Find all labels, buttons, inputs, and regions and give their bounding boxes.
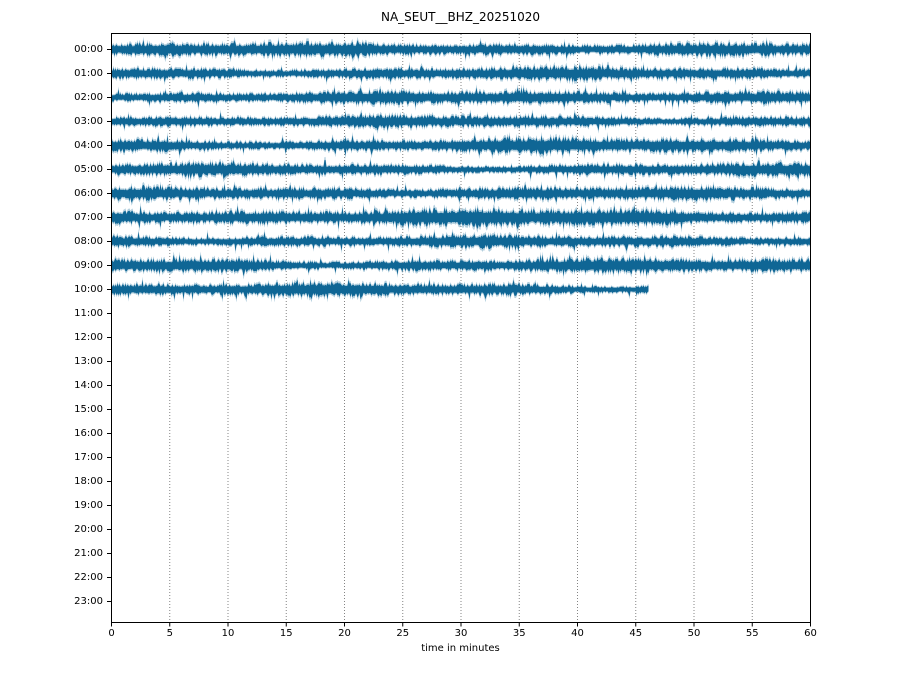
- y-tick-label: 17:00: [74, 452, 103, 463]
- y-tick-label: 15:00: [74, 404, 103, 415]
- x-tick-label: 45: [629, 628, 643, 639]
- chart-title: NA_SEUT__BHZ_20251020: [380, 10, 541, 24]
- x-tick-label: 20: [338, 628, 351, 639]
- y-tick-label: 00:00: [74, 44, 103, 55]
- trace-row-07: [111, 205, 811, 230]
- y-tick-label: 18:00: [74, 476, 103, 487]
- y-tick-label: 04:00: [74, 140, 103, 151]
- y-tick-label: 09:00: [74, 260, 103, 271]
- y-tick-label: 08:00: [74, 236, 103, 247]
- trace-row-10: [111, 279, 649, 300]
- x-tick-label: 50: [687, 628, 701, 639]
- x-tick-label: 55: [745, 628, 759, 639]
- x-axis-label: time in minutes: [421, 643, 500, 654]
- y-tick-label: 16:00: [74, 428, 103, 439]
- y-tick-label: 01:00: [74, 68, 103, 79]
- y-tick-label: 02:00: [74, 92, 103, 103]
- y-tick-label: 05:00: [74, 164, 103, 175]
- x-tick-label: 10: [221, 628, 235, 639]
- y-tick-label: 07:00: [74, 212, 103, 223]
- y-tick-label: 11:00: [74, 308, 103, 319]
- trace-row-05: [111, 160, 811, 179]
- x-tick-label: 15: [279, 628, 293, 639]
- trace-row-06: [111, 184, 811, 203]
- y-tick-label: 21:00: [74, 548, 103, 559]
- y-tick-label: 19:00: [74, 500, 103, 511]
- x-tick-label: 30: [454, 628, 468, 639]
- y-tick-label: 06:00: [74, 188, 103, 199]
- x-tick-label: 35: [512, 628, 526, 639]
- trace-row-09: [111, 254, 811, 277]
- x-tick-label: 60: [804, 628, 817, 639]
- trace-row-02: [111, 87, 811, 108]
- y-tick-label: 13:00: [74, 356, 103, 367]
- x-tick-label: 25: [396, 628, 410, 639]
- trace-row-08: [111, 231, 811, 252]
- x-tick-label: 0: [108, 628, 115, 639]
- trace-row-03: [111, 112, 811, 131]
- y-tick-label: 12:00: [74, 332, 103, 343]
- x-tick-label: 5: [166, 628, 173, 639]
- y-tick-label: 14:00: [74, 380, 103, 391]
- y-tick-label: 10:00: [74, 284, 103, 295]
- y-tick-label: 23:00: [74, 596, 103, 607]
- trace-row-00: [111, 40, 811, 59]
- trace-row-01: [111, 64, 811, 83]
- y-tick-label: 22:00: [74, 572, 103, 583]
- y-tick-label: 03:00: [74, 116, 103, 127]
- x-tick-label: 40: [571, 628, 584, 639]
- trace-row-04: [111, 135, 811, 156]
- y-tick-label: 20:00: [74, 524, 103, 535]
